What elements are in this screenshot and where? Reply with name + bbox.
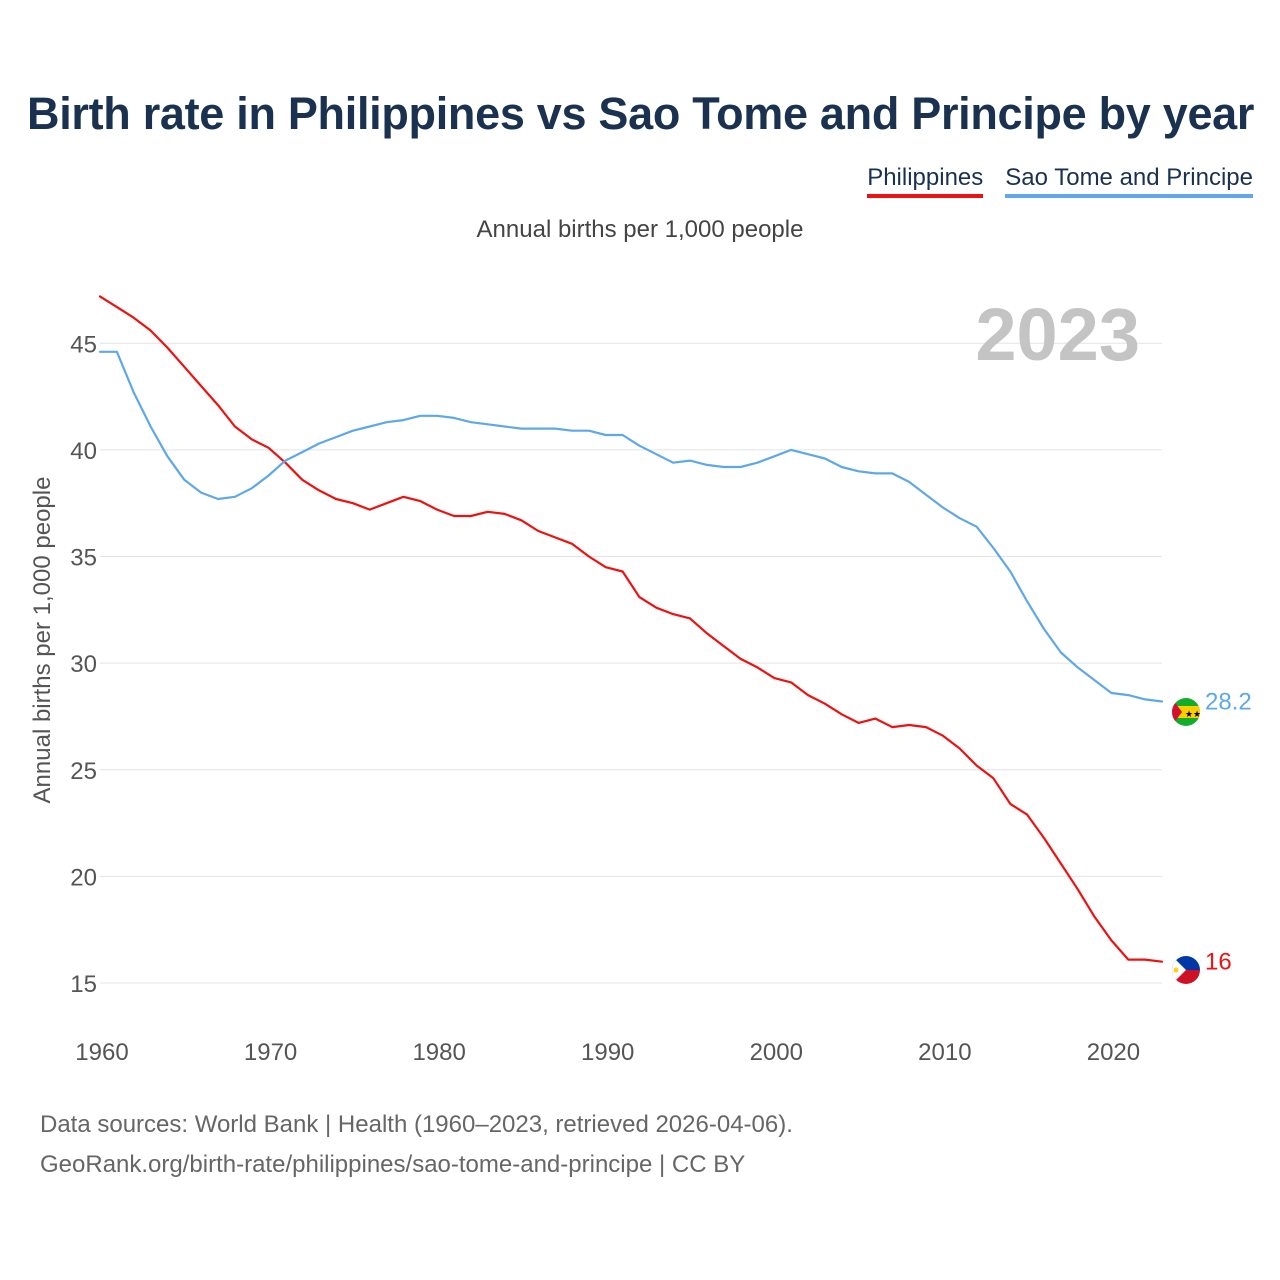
svg-text:★: ★ (1193, 709, 1201, 719)
series-line-philippines (98, 295, 1164, 963)
chart-title: Birth rate in Philippines vs Sao Tome an… (27, 88, 1255, 139)
series-line-sao-tome-and-principe (98, 350, 1164, 703)
y-tick-label-35: 35 (70, 545, 97, 572)
source-line-2[interactable]: GeoRank.org/birth-rate/philippines/sao-t… (40, 1151, 746, 1178)
x-tick-label-1970: 1970 (244, 1039, 297, 1066)
y-tick-label-20: 20 (70, 864, 97, 891)
y-tick-label-25: 25 (70, 758, 97, 785)
y-axis-label: Annual births per 1,000 people (29, 477, 56, 804)
y-tick-label-30: 30 (70, 651, 97, 678)
x-tick-label-2010: 2010 (918, 1039, 971, 1066)
y-axis-ticks: 15 20 25 30 35 40 45 (70, 331, 97, 998)
gridlines (100, 342, 1162, 984)
x-tick-label-2000: 2000 (750, 1039, 803, 1066)
source-line-1: Data sources: World Bank | Health (1960–… (40, 1111, 793, 1138)
svg-text:★: ★ (1185, 709, 1193, 719)
x-tick-label-1980: 1980 (412, 1039, 465, 1066)
line-chart: 15 20 25 30 35 40 45 1960 1970 1980 1990 2000 2010 2… (29, 293, 1252, 1066)
end-labels: 16 28.2 (1205, 689, 1252, 976)
series-lines (98, 295, 1164, 963)
year-watermark: 2023 (975, 293, 1140, 376)
source-note: Data sources: World Bank | Health (1960–… (40, 1105, 793, 1185)
x-tick-label-1960: 1960 (75, 1039, 128, 1066)
philippines-flag-icon (1172, 956, 1200, 984)
x-axis-ticks: 1960 1970 1980 1990 2000 2010 2020 (75, 1039, 1140, 1066)
sao-tome-flag-icon: ★ ★ (1172, 698, 1201, 726)
x-tick-label-2020: 2020 (1087, 1039, 1140, 1066)
x-tick-label-1990: 1990 (581, 1039, 634, 1066)
y-tick-label-45: 45 (70, 331, 97, 358)
chart-subtitle: Annual births per 1,000 people (476, 216, 804, 243)
end-value-label-sao-tome-and-principe: 28.2 (1205, 689, 1252, 716)
legend-item-philippines[interactable]: Philippines (867, 164, 984, 198)
y-tick-label-15: 15 (70, 971, 97, 998)
legend: Philippines Sao Tome and Principe (867, 164, 1253, 198)
y-tick-label-40: 40 (70, 438, 97, 465)
legend-item-sao-tome-and-principe[interactable]: Sao Tome and Principe (1005, 164, 1253, 198)
end-value-label-philippines: 16 (1205, 949, 1232, 976)
